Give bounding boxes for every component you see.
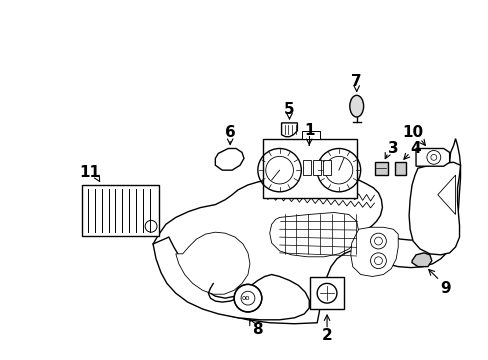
Text: 4: 4: [410, 141, 421, 156]
Polygon shape: [281, 123, 297, 137]
Bar: [262, 139, 356, 198]
Bar: [81, 185, 159, 236]
Text: 2: 2: [321, 328, 332, 343]
Polygon shape: [415, 148, 449, 166]
Polygon shape: [411, 253, 431, 267]
Polygon shape: [374, 162, 387, 175]
Bar: [303, 160, 310, 175]
Polygon shape: [394, 162, 406, 175]
Circle shape: [370, 253, 386, 269]
Bar: [313, 160, 321, 175]
Polygon shape: [215, 148, 244, 170]
Text: 3: 3: [387, 141, 398, 156]
Circle shape: [374, 237, 382, 245]
Circle shape: [234, 284, 261, 312]
Bar: [309, 278, 343, 309]
Text: 8: 8: [252, 322, 263, 337]
Ellipse shape: [349, 95, 363, 117]
Bar: [302, 131, 320, 139]
Text: 1: 1: [304, 123, 314, 138]
Polygon shape: [350, 227, 397, 276]
Text: 6: 6: [224, 125, 235, 140]
Text: 5: 5: [284, 102, 294, 117]
Polygon shape: [269, 212, 358, 257]
Text: 9: 9: [440, 281, 450, 296]
Polygon shape: [437, 175, 455, 215]
Polygon shape: [175, 232, 249, 294]
Text: oo: oo: [241, 295, 250, 301]
Text: 11: 11: [79, 165, 100, 180]
Text: 7: 7: [351, 74, 361, 89]
Polygon shape: [153, 237, 308, 320]
Polygon shape: [153, 139, 460, 324]
Circle shape: [370, 233, 386, 249]
Circle shape: [374, 257, 382, 265]
Bar: [323, 160, 330, 175]
Text: 10: 10: [402, 125, 423, 140]
Polygon shape: [408, 162, 460, 255]
